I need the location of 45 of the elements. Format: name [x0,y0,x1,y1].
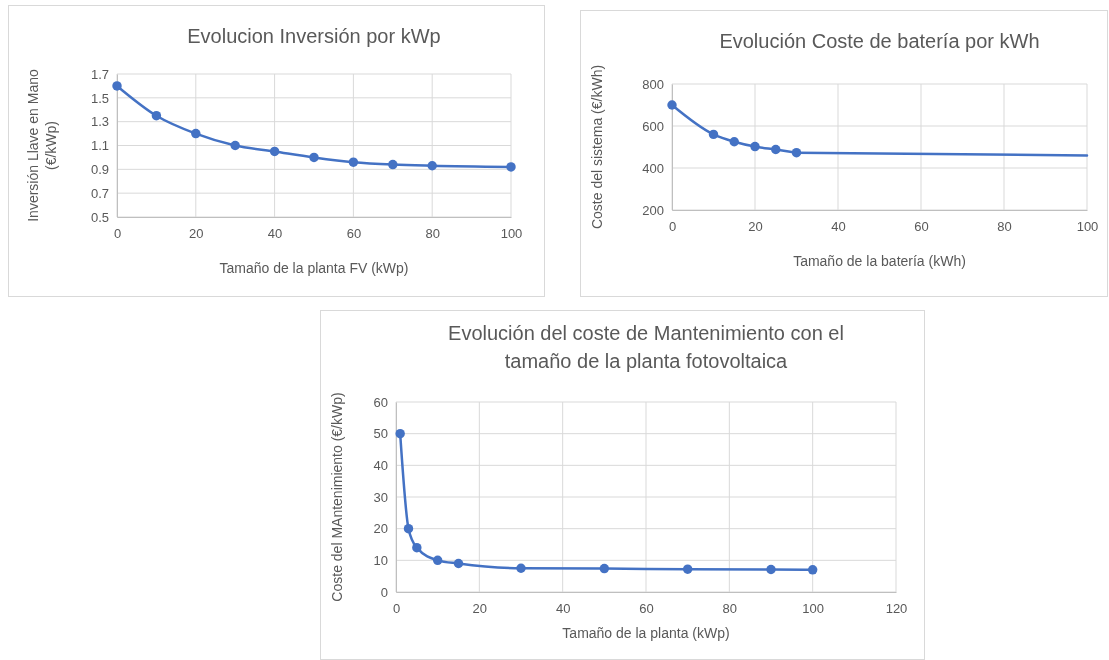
y-axis-title: Coste del MAntenimiento (€/kWp) [329,392,345,602]
y-tick-label: 0.5 [90,209,109,225]
y-tick-label: 0.9 [90,161,109,177]
x-tick-label: 40 [831,219,846,235]
y-tick-label: 40 [373,457,388,473]
chart-title: Evolucion Inversión por kWp [187,25,441,47]
x-axis-title: Tamaño de la batería (kWh) [793,253,966,269]
x-tick-label: 0 [668,219,677,235]
x-tick-label: 120 [885,601,908,617]
y-axis-title: Inversión Llave en Mano (€/kWp) [25,69,59,222]
y-tick-label: 0 [380,584,388,600]
y-tick-label: 0.7 [90,185,109,201]
y-tick-label: 50 [373,426,388,442]
x-tick-label: 80 [722,601,738,617]
y-tick-label: 1.7 [90,66,109,82]
y-tick-label: 800 [642,76,664,92]
y-tick-label: 400 [642,160,664,176]
y-tick-label: 60 [373,394,388,410]
y-tick-label: 200 [642,202,664,218]
x-tick-label: 100 [1076,219,1099,235]
x-tick-label: 60 [914,219,929,235]
x-tick-label: 60 [346,226,362,242]
chart-title: Evolución Coste de batería por kWh [719,30,1040,52]
y-axis-title: Coste del sistema (€/kWh) [589,64,605,230]
x-tick-label: 80 [425,226,440,242]
x-tick-label: 80 [997,219,1012,235]
x-tick-label: 0 [392,601,401,617]
x-tick-label: 40 [267,226,283,242]
x-tick-label: 100 [802,601,825,617]
y-tick-label: 10 [373,552,388,568]
x-tick-label: 0 [113,226,122,242]
y-tick-label: 30 [373,489,388,505]
x-axis-title: Tamaño de la planta (kWp) [562,625,730,641]
x-axis-title: Tamaño de la planta FV (kWp) [219,260,409,276]
x-tick-label: 20 [189,226,204,242]
y-tick-label: 1.5 [90,90,109,106]
x-tick-label: 20 [748,219,763,235]
x-tick-label: 20 [472,601,488,617]
y-tick-label: 1.1 [90,138,109,154]
x-tick-label: 40 [555,601,571,617]
x-tick-label: 100 [500,226,523,242]
y-tick-label: 1.3 [90,114,109,130]
chart-title: Evolución del coste de Mantenimiento con el tamaño de la planta fotovoltaica [448,322,844,372]
y-tick-label: 600 [642,118,664,134]
y-tick-label: 20 [373,521,388,537]
